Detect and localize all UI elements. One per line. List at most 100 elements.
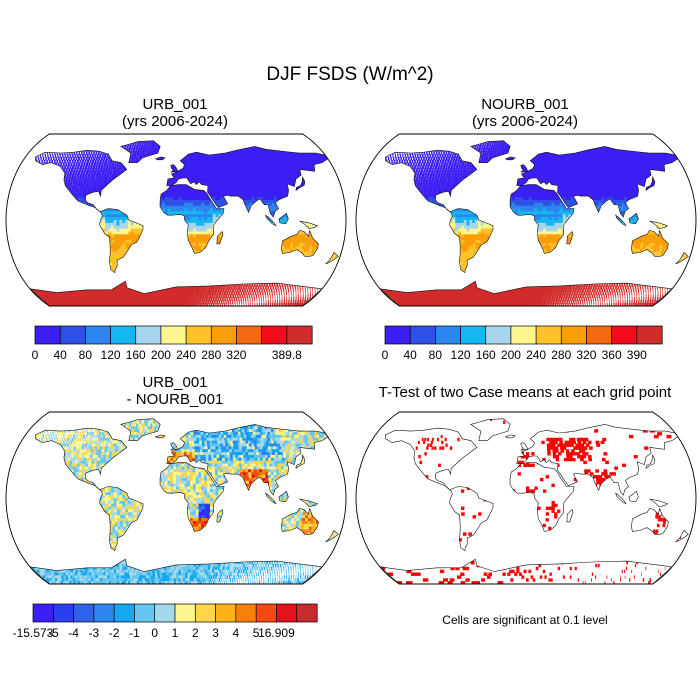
map-urb-grid-cell — [287, 245, 291, 250]
map-urb-grid-cell — [274, 234, 278, 238]
map-urb-grid-cell — [312, 182, 317, 187]
map-urb-grid-cell — [46, 177, 49, 181]
map-urb-grid-cell — [93, 220, 98, 224]
map-urb-grid-cell — [331, 234, 334, 238]
map-urb-grid-cell — [88, 214, 92, 218]
map-urb-grid-cell — [147, 168, 150, 172]
map-urb-grid-cell — [266, 182, 270, 187]
map-urb-grid-cell — [258, 185, 263, 189]
map-urb-grid-cell — [21, 203, 24, 206]
map-urb-grid-cell — [332, 185, 337, 189]
map-urb-grid-cell — [216, 182, 221, 187]
map-urb-grid-cell — [149, 148, 153, 152]
map-urb-grid-cell — [317, 214, 321, 218]
map-urb-grid-cell — [147, 217, 151, 221]
map-urb-grid-cell — [183, 151, 187, 155]
map-urb-grid-cell — [231, 156, 235, 161]
map-urb-grid-cell — [184, 217, 188, 221]
map-urb-grid-cell — [72, 182, 75, 187]
map-urb-grid-cell — [208, 156, 213, 161]
map-urb-grid-cell — [315, 245, 318, 250]
map-urb-grid-cell — [318, 194, 322, 198]
map-urb-grid-cell — [120, 168, 124, 172]
map-urb-grid-cell — [96, 185, 100, 189]
map-urb-grid-cell — [44, 242, 49, 247]
map-urb-grid-cell — [251, 242, 255, 247]
map-urb-grid-cell — [276, 242, 280, 247]
map-urb-grid-cell — [157, 171, 161, 175]
map-urb-grid-cell — [165, 162, 169, 167]
map-urb-grid-cell — [41, 237, 45, 241]
map-urb-grid-cell — [29, 188, 33, 192]
map-urb-grid-cell — [303, 225, 307, 230]
map-urb-grid-cell — [170, 251, 174, 255]
map-urb-grid-cell — [307, 199, 312, 204]
map-urb-grid-cell — [217, 191, 222, 195]
map-urb-grid-cell — [306, 211, 310, 215]
map-urb-grid-cell — [128, 197, 132, 201]
map-urb-grid-cell — [29, 162, 31, 167]
map-urb-grid-cell — [254, 245, 257, 250]
map-urb-grid-cell — [238, 148, 243, 152]
map-urb-grid-cell — [117, 137, 118, 140]
map-urb-grid-cell — [188, 148, 192, 152]
map-urb-grid-cell — [178, 240, 183, 244]
map-urb-grid-cell — [176, 174, 180, 178]
map-urb-grid-cell — [256, 165, 261, 169]
map-urb-grid-cell — [65, 162, 68, 167]
map-urb-grid-cell — [228, 165, 232, 169]
map-urb-grid-cell — [294, 234, 298, 238]
map-urb-grid-cell — [208, 182, 213, 187]
map-urb-grid-cell — [218, 134, 222, 137]
map-urb-grid-cell — [209, 242, 213, 247]
map-urb-grid-cell — [44, 148, 45, 152]
map-urb-grid-cell — [81, 248, 86, 253]
map-urb-grid-cell — [230, 154, 235, 158]
map-urb-grid-cell — [18, 168, 20, 171]
map-urb-grid-cell — [268, 199, 273, 204]
map-urb-grid-cell — [34, 225, 38, 230]
map-urb-grid-cell — [193, 228, 197, 232]
map-urb-grid-cell — [195, 134, 198, 137]
map-urb-grid-cell — [246, 202, 250, 207]
map-urb-grid-cell — [139, 168, 142, 172]
map-urb-grid-cell — [139, 208, 143, 212]
map-urb-grid-cell — [63, 142, 64, 146]
map-urb-grid-cell — [263, 182, 268, 187]
map-urb-grid-cell — [215, 217, 219, 221]
map-urb-grid-cell — [152, 148, 155, 152]
map-urb-grid-cell — [303, 217, 307, 221]
map-urb-grid-cell — [64, 159, 66, 164]
map-urb-grid-cell — [96, 134, 97, 137]
map-urb-grid-cell — [161, 134, 163, 137]
map-urb-grid-cell — [136, 145, 139, 149]
map-urb-grid-cell — [131, 168, 134, 172]
map-urb-grid-cell — [117, 151, 120, 155]
map-urb-grid-cell — [273, 177, 277, 181]
map-urb-grid-cell — [90, 251, 95, 255]
map-urb-grid-cell — [184, 194, 188, 198]
map-urb-grid-cell — [76, 222, 81, 227]
map-urb-grid-cell — [317, 231, 321, 235]
map-urb-grid-cell — [156, 245, 160, 250]
map-urb-grid-cell — [212, 194, 216, 198]
map-urb-grid-cell — [307, 142, 313, 146]
map-urb-grid-cell — [89, 159, 92, 164]
map-urb-grid-cell — [334, 182, 339, 187]
map-urb-grid-cell — [250, 134, 255, 137]
map-urb-grid-cell — [164, 199, 169, 204]
map-urb-grid-cell — [61, 165, 64, 169]
map-urb-grid-cell — [187, 237, 191, 241]
map-urb-grid-cell — [62, 214, 67, 218]
map-urb-grid-cell — [81, 168, 84, 172]
map-urb-grid-cell — [51, 148, 53, 152]
map-urb-grid-cell — [300, 159, 306, 164]
map-urb-grid-cell — [52, 168, 55, 172]
map-urb-grid-cell — [87, 134, 88, 137]
map-urb-grid-cell — [198, 234, 202, 238]
map-urb-grid-cell — [268, 151, 273, 155]
map-urb-grid-cell — [192, 177, 196, 181]
map-urb-grid-cell — [142, 251, 147, 255]
map-urb-grid-cell — [103, 245, 108, 250]
map-urb-grid-cell — [204, 162, 208, 167]
